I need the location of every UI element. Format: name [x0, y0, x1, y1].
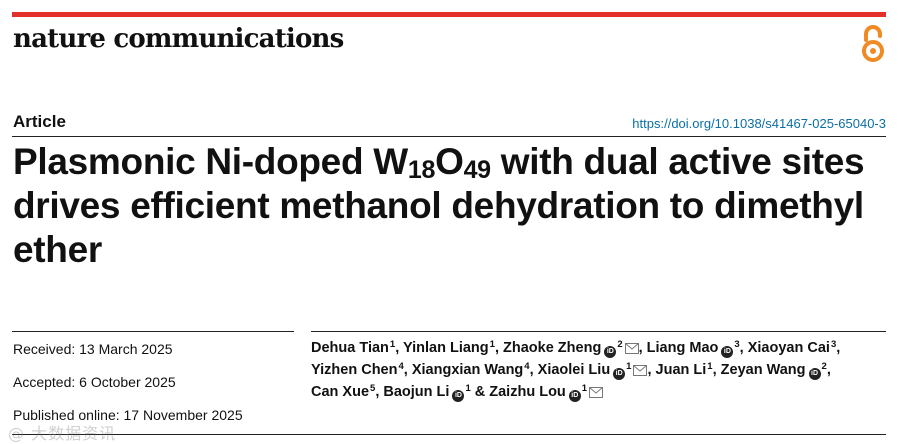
orcid-icon[interactable]: iD	[613, 368, 626, 380]
author-item[interactable]: Xiangxian Wang4	[412, 362, 530, 378]
author-name: Xiaoyan Cai	[747, 340, 830, 356]
affiliation-number[interactable]: 1	[626, 361, 632, 372]
author-item[interactable]: Liang Mao iD3	[646, 339, 740, 358]
affiliation-number[interactable]: 1	[581, 383, 588, 394]
author-name: Liang Mao	[646, 340, 719, 356]
affiliation-number[interactable]: 3	[734, 339, 740, 350]
author-name: Zaizhu Lou	[489, 384, 566, 400]
affiliation-number[interactable]: 4	[398, 361, 404, 372]
author-item[interactable]: Dehua Tian1	[311, 340, 395, 356]
author-name: Xiangxian Wang	[411, 362, 524, 378]
author-separator: &	[470, 384, 490, 400]
orcid-icon[interactable]: iD	[808, 368, 821, 380]
author-name: Dehua Tian	[311, 340, 389, 356]
affiliation-number[interactable]: 1	[389, 339, 396, 350]
received-date: Received: 13 March 2025	[13, 341, 173, 357]
author-separator: ,	[395, 340, 403, 356]
accepted-date: Accepted: 6 October 2025	[13, 374, 176, 390]
watermark-text: @ 大数据资讯	[8, 424, 117, 443]
author-item[interactable]: Zaizhu Lou iD1	[489, 383, 604, 402]
brand-bar	[12, 12, 886, 17]
author-name: Juan Li	[655, 362, 707, 378]
author-separator: ,	[375, 384, 384, 400]
affiliation-number[interactable]: 4	[524, 361, 530, 372]
author-separator: ,	[712, 362, 721, 378]
author-separator: ,	[826, 362, 831, 378]
author-name: Yinlan Liang	[402, 340, 489, 356]
affiliation-number[interactable]: 1	[707, 361, 713, 372]
author-separator: ,	[739, 340, 748, 356]
orcid-icon[interactable]: iD	[604, 346, 617, 358]
author-list: Dehua Tian1, Yinlan Liang1, Zhaoke Zheng…	[311, 337, 891, 403]
email-icon[interactable]	[624, 343, 639, 354]
email-icon[interactable]	[589, 387, 604, 398]
email-icon[interactable]	[633, 365, 648, 376]
author-item[interactable]: Juan Li1	[656, 362, 713, 378]
author-separator: ,	[529, 362, 538, 378]
author-separator: ,	[403, 362, 412, 378]
author-name: Can Xue	[311, 384, 370, 400]
author-item[interactable]: Xiaolei Liu iD1	[537, 361, 648, 380]
author-separator: ,	[647, 362, 656, 378]
orcid-icon[interactable]: iD	[568, 390, 581, 402]
author-separator: ,	[494, 340, 504, 356]
author-name: Baojun Li	[383, 384, 450, 400]
authors-divider	[311, 331, 886, 332]
published-date: Published online: 17 November 2025	[13, 407, 243, 423]
doi-link[interactable]: https://doi.org/10.1038/s41467-025-65040…	[632, 116, 886, 131]
author-name: Zhaoke Zheng	[503, 340, 602, 356]
affiliation-number[interactable]: 2	[617, 339, 623, 350]
author-name: Zeyan Wang	[720, 362, 806, 378]
open-access-icon[interactable]	[858, 24, 888, 64]
dates-divider	[12, 331, 294, 332]
author-separator: ,	[836, 340, 841, 356]
article-type: Article	[13, 112, 66, 131]
affiliation-number[interactable]: 1	[465, 383, 471, 394]
affiliation-number[interactable]: 5	[370, 383, 376, 394]
affiliation-number[interactable]: 1	[489, 339, 495, 350]
author-item[interactable]: Can Xue5	[311, 384, 375, 400]
author-item[interactable]: Baojun Li iD1	[383, 383, 471, 402]
header-divider	[12, 136, 886, 137]
author-item[interactable]: Xiaoyan Cai3	[748, 340, 837, 356]
author-name: Xiaolei Liu	[537, 362, 611, 378]
author-item[interactable]: Yinlan Liang1	[403, 340, 495, 356]
author-separator: ,	[638, 340, 647, 356]
journal-name[interactable]: nature communications	[13, 24, 344, 54]
article-title: Plasmonic Ni-doped W18O49 with dual acti…	[13, 141, 865, 270]
author-item[interactable]: Zhaoke Zheng iD2	[503, 339, 639, 358]
author-name: Yizhen Chen	[311, 362, 398, 378]
author-item[interactable]: Zeyan Wang iD2	[720, 361, 827, 380]
affiliation-number[interactable]: 2	[821, 361, 827, 372]
author-item[interactable]: Yizhen Chen4	[311, 362, 404, 378]
orcid-icon[interactable]: iD	[452, 390, 465, 402]
orcid-icon[interactable]: iD	[721, 346, 734, 358]
bottom-divider	[12, 434, 886, 435]
affiliation-number[interactable]: 3	[830, 339, 837, 350]
